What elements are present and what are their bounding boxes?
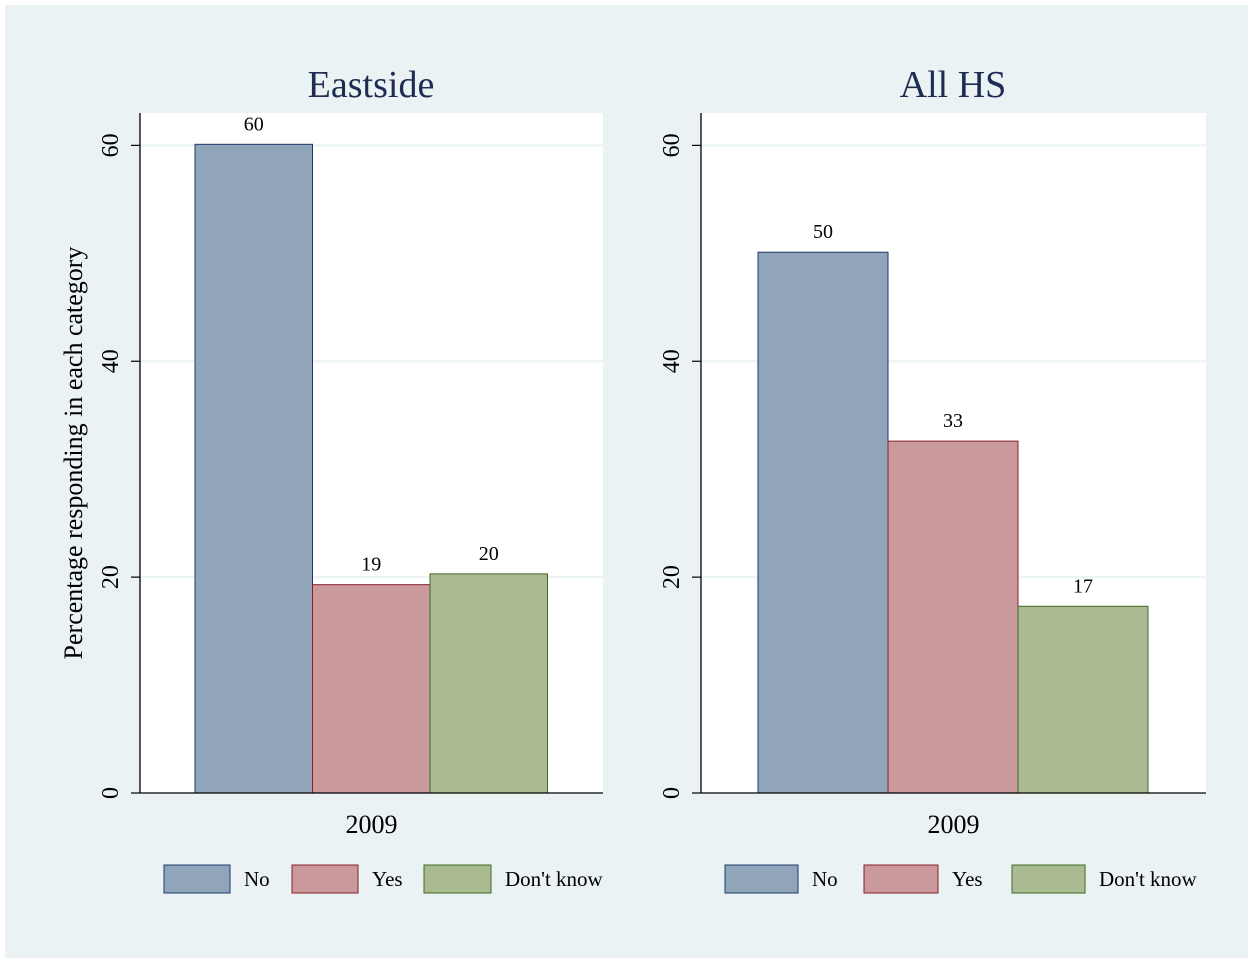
data-label: 17 <box>1073 575 1093 597</box>
data-label: 50 <box>813 221 833 243</box>
data-label: 33 <box>943 410 963 432</box>
y-tick-label: 0 <box>659 787 685 799</box>
y-tick-label: 40 <box>98 349 124 373</box>
chart-panel-2: All HS 0 20 40 60 50 33 17 2009 No Yes Don't know <box>659 64 1206 894</box>
legend-label: No <box>812 867 838 891</box>
legend-label: No <box>244 867 270 891</box>
chart-title: Eastside <box>308 64 435 106</box>
legend-swatch <box>291 864 359 894</box>
bar <box>757 251 889 794</box>
legend-label: Yes <box>372 867 403 891</box>
legend-swatch <box>423 864 492 894</box>
category-label: 2009 <box>346 810 398 839</box>
y-axis-title: Percentage responding in each category <box>59 247 88 660</box>
legend-swatch <box>724 864 799 894</box>
chart-panel-1: Eastside 0 20 40 60 60 19 20 2009 Percentage resp… <box>59 64 604 894</box>
bar <box>194 143 313 794</box>
bar <box>1017 605 1149 794</box>
bar <box>887 440 1019 794</box>
y-tick-label: 40 <box>659 349 685 373</box>
y-tick-label: 60 <box>659 133 685 157</box>
data-label: 60 <box>244 113 264 135</box>
y-tick-label: 0 <box>98 787 124 799</box>
legend-swatch <box>863 864 939 894</box>
legend-label: Don't know <box>505 867 604 891</box>
data-label: 20 <box>479 543 499 565</box>
y-tick-label: 20 <box>659 565 685 589</box>
data-label: 19 <box>361 554 381 576</box>
category-label: 2009 <box>928 810 980 839</box>
legend-swatch <box>163 864 231 894</box>
bar <box>312 584 431 794</box>
legend-label: Don't know <box>1099 867 1198 891</box>
legend: No Yes Don't know <box>724 864 1198 894</box>
legend: No Yes Don't know <box>163 864 604 894</box>
bar <box>429 573 548 794</box>
y-tick-label: 20 <box>98 565 124 589</box>
y-tick-label: 60 <box>98 133 124 157</box>
legend-label: Yes <box>952 867 983 891</box>
chart-title: All HS <box>900 64 1007 106</box>
legend-swatch <box>1011 864 1086 894</box>
